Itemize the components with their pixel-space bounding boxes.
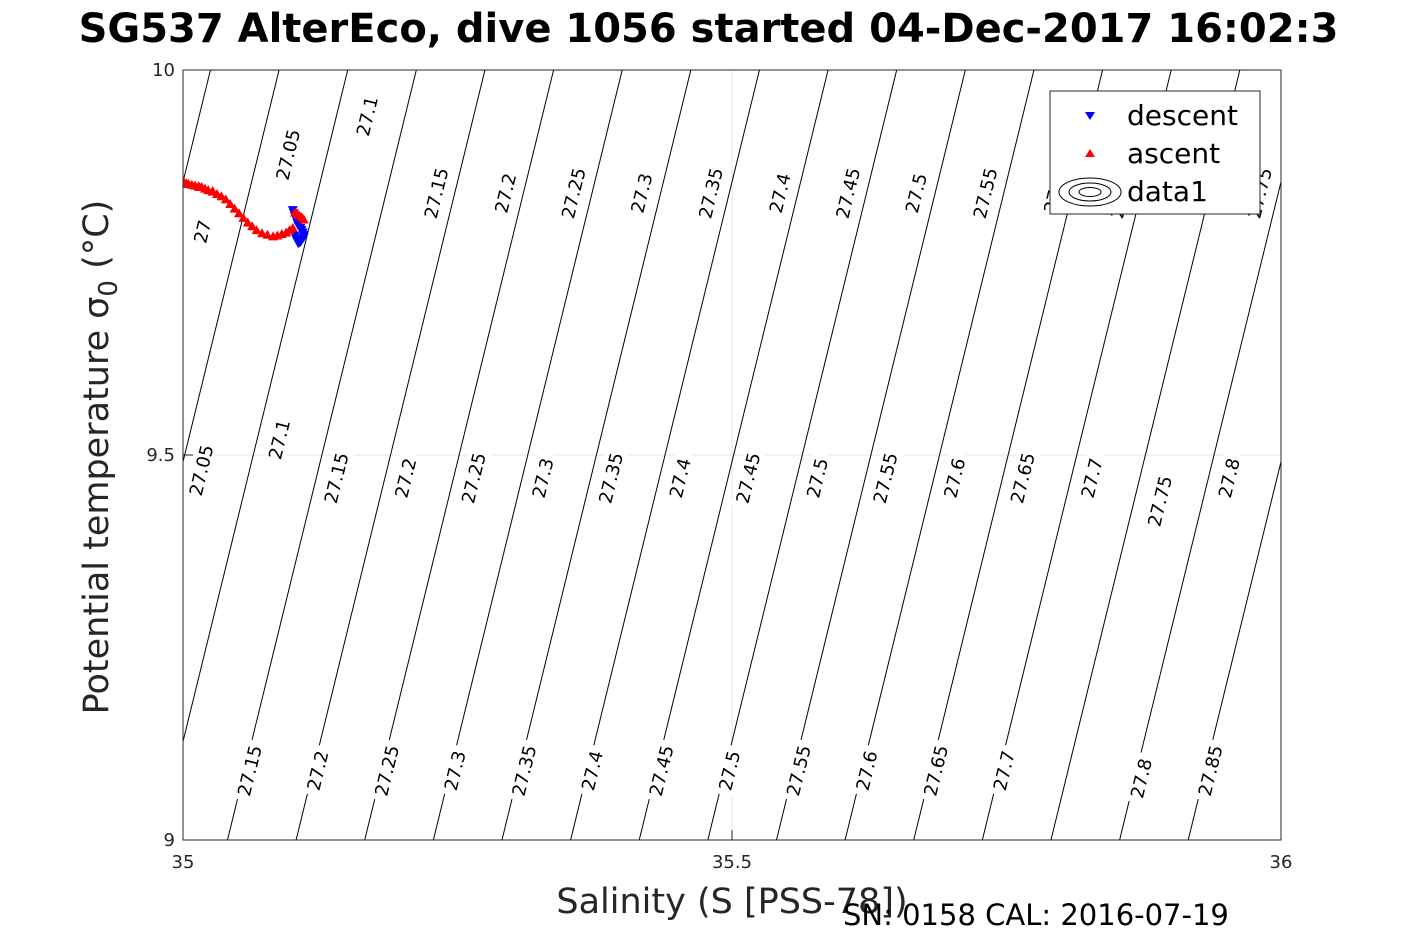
ascent-point-4 bbox=[289, 207, 300, 217]
contour-label-bg bbox=[456, 445, 492, 511]
isopycnal-line-9 bbox=[501, 70, 692, 840]
isopycnal-line-19 bbox=[1187, 459, 1281, 840]
contour-label-bg bbox=[1192, 738, 1229, 803]
contour-label-bg bbox=[781, 738, 817, 803]
isopycnal-line-7 bbox=[364, 70, 555, 840]
contour-label-bg bbox=[763, 166, 797, 221]
legend: descent ascent data1 bbox=[1049, 90, 1261, 215]
contour-label-bg bbox=[730, 445, 767, 511]
isopycnal-line-8 bbox=[432, 70, 623, 840]
contour-label-bg bbox=[575, 743, 610, 798]
isopycnal-line-12 bbox=[707, 70, 898, 840]
x-tick-label-1: 35.5 bbox=[712, 852, 752, 873]
contour-label-bg bbox=[188, 215, 217, 248]
contour-label-bg bbox=[438, 743, 472, 798]
data-points bbox=[183, 176, 309, 249]
y-axis-label-tail: (°C) bbox=[77, 200, 117, 280]
contour-label-bg bbox=[506, 738, 543, 803]
isopycnal-line-5 bbox=[226, 70, 417, 840]
series-ascent bbox=[183, 176, 309, 241]
ascent-point-20 bbox=[220, 194, 231, 204]
contour-label-bg bbox=[318, 445, 355, 511]
legend-data1-marker bbox=[1058, 177, 1122, 207]
contour-label-bg bbox=[918, 738, 955, 803]
legend-descent-marker bbox=[1085, 112, 1095, 120]
isopycnal-line-13 bbox=[775, 70, 966, 840]
contour-label-bg bbox=[593, 445, 630, 511]
ascent-point-22 bbox=[212, 188, 223, 198]
ascent-point-21 bbox=[216, 191, 227, 201]
y-tick-label-2: 10 bbox=[152, 60, 175, 81]
contour-label-bg bbox=[867, 445, 904, 511]
legend-descent-label: descent bbox=[1127, 99, 1238, 132]
contour-label-bg bbox=[1212, 451, 1247, 506]
contour-label-bg bbox=[693, 160, 730, 226]
ascent-point-17 bbox=[233, 208, 244, 218]
calibration-footer: SN: 0158 CAL: 2016-07-19 bbox=[843, 898, 1229, 932]
ascent-point-19 bbox=[225, 198, 236, 208]
ascent-point-34 bbox=[207, 185, 218, 195]
legend-box bbox=[1049, 90, 1261, 215]
contour-label-bg bbox=[643, 738, 680, 803]
contour-label-bg bbox=[489, 166, 523, 221]
x-tick-label-0: 35 bbox=[172, 852, 195, 873]
contour-label-bg bbox=[301, 743, 335, 798]
legend-ascent-marker bbox=[1085, 149, 1095, 157]
contour-label-bg bbox=[938, 451, 972, 506]
axis-ticks: 35 35.5 36 9 9.5 10 bbox=[146, 60, 1292, 873]
contour-label-bg bbox=[967, 160, 1004, 226]
contour-label-bg bbox=[389, 451, 423, 506]
isopycnal-line-18 bbox=[1119, 179, 1281, 840]
ascent-point-12 bbox=[257, 228, 268, 238]
contour-label-42: 27.65 bbox=[918, 738, 955, 803]
contour-label-23: 27.4 bbox=[663, 451, 698, 506]
contour-label-bg bbox=[262, 412, 297, 467]
contour-label-bg bbox=[1142, 468, 1179, 534]
ascent-point-35 bbox=[194, 182, 205, 192]
isopycnal-line-14 bbox=[844, 70, 1035, 840]
contour-label-bg bbox=[555, 160, 592, 226]
contour-label-bg bbox=[1075, 451, 1109, 506]
ascent-point-18 bbox=[229, 203, 240, 213]
isopycnal-line-0 bbox=[0, 70, 73, 840]
isopycnal-line-6 bbox=[295, 70, 486, 840]
y-axis-label-main: Potential temperature σ bbox=[77, 297, 117, 715]
legend-ascent-label: ascent bbox=[1127, 137, 1220, 170]
chart-title: SG537 AlterEco, dive 1056 started 04-Dec… bbox=[78, 6, 1339, 52]
contour-label-bg bbox=[350, 89, 385, 144]
contour-label-bg bbox=[232, 738, 268, 803]
ascent-point-16 bbox=[238, 212, 249, 222]
x-tick-label-2: 36 bbox=[1270, 852, 1293, 873]
ascent-point-33 bbox=[183, 176, 188, 186]
contour-label-bg bbox=[625, 166, 659, 221]
x-axis-label: Salinity (S [PSS-78]) bbox=[556, 882, 907, 922]
contour-label-bg bbox=[663, 451, 698, 506]
contour-label-bg bbox=[1124, 751, 1159, 806]
contour-label-bg bbox=[899, 166, 934, 221]
legend-data1-label: data1 bbox=[1127, 175, 1208, 208]
contour-label-bg bbox=[526, 451, 560, 506]
contour-label-bg bbox=[713, 743, 747, 798]
isopycnal-line-4 bbox=[183, 70, 349, 744]
y-axis-label-sub: 0 bbox=[94, 280, 124, 297]
contour-label-bg bbox=[183, 438, 220, 503]
contour-label-bg bbox=[801, 451, 835, 506]
y-axis-label: Potential temperature σ0 (°C) bbox=[77, 200, 124, 715]
contour-label-bg bbox=[987, 743, 1021, 798]
contour-label-bg bbox=[1005, 445, 1041, 511]
contour-label-bg bbox=[830, 160, 867, 226]
isopycnal-line-10 bbox=[570, 70, 760, 840]
contour-label-bg bbox=[369, 738, 406, 803]
ascent-point-15 bbox=[242, 217, 253, 227]
y-tick-label-1: 9.5 bbox=[146, 445, 175, 466]
contour-label-bg bbox=[418, 160, 455, 226]
isopycnal-line-11 bbox=[638, 70, 829, 840]
isopycnal-line-1 bbox=[0, 70, 142, 840]
y-tick-label-0: 9 bbox=[164, 830, 175, 851]
contour-label-bg bbox=[850, 743, 884, 798]
contour-label-bg bbox=[270, 122, 307, 187]
